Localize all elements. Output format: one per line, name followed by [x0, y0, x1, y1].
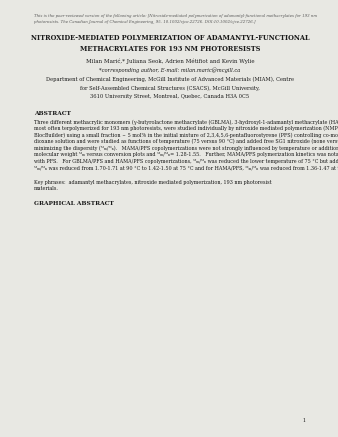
- Text: This is the peer-reviewed version of the following article: [Nitroxide-mediated : This is the peer-reviewed version of the…: [34, 14, 317, 18]
- Text: Department of Chemical Engineering, McGill Institute of Advanced Materials (MIAM: Department of Chemical Engineering, McGi…: [46, 77, 294, 82]
- Text: BlocBuilder) using a small fraction ~ 5 mol% in the initial mixture of 2,3,4,5,6: BlocBuilder) using a small fraction ~ 5 …: [34, 132, 338, 138]
- Text: 3610 University Street, Montreal, Quebec, Canada H3A 0C5: 3610 University Street, Montreal, Quebec…: [90, 94, 249, 99]
- Text: molecular weight ᴹₘ versus conversion plots and ᴹₘ/ᴹₙ= 1.28-1.55.   Further, MAM: molecular weight ᴹₘ versus conversion pl…: [34, 152, 338, 157]
- Text: *corresponding author, E-mail: milan.maric@mcgill.ca: *corresponding author, E-mail: milan.mar…: [99, 68, 240, 73]
- Text: ᴹₘ/ᴹₙ was reduced from 1.70-1.71 at 90 °C to 1.42-1.50 at 75 °C and for HAMA/PFS: ᴹₘ/ᴹₙ was reduced from 1.70-1.71 at 90 °…: [34, 165, 338, 170]
- Text: ABSTRACT: ABSTRACT: [34, 111, 71, 116]
- Text: Three different methacrylic monomers (γ-butyrolactone methacrylate (GBLMA), 3-hy: Three different methacrylic monomers (γ-…: [34, 119, 338, 125]
- Text: METHACRYLATES FOR 193 NM PHOTORESISTS: METHACRYLATES FOR 193 NM PHOTORESISTS: [80, 45, 260, 53]
- Text: dioxane solution and were studied as functions of temperature (75 versus 90 °C) : dioxane solution and were studied as fun…: [34, 139, 338, 144]
- Text: for Self-Assembled Chemical Structures (CSACS), McGill University,: for Self-Assembled Chemical Structures (…: [80, 85, 260, 90]
- Text: materials.: materials.: [34, 186, 59, 191]
- Text: Milan Marić,* Juliana Seok, Adrien Métifiot and Kevin Wylie: Milan Marić,* Juliana Seok, Adrien Métif…: [86, 58, 254, 64]
- Text: NITROXIDE-MEDIATED POLYMERIZATION OF ADAMANTYL-FUNCTIONAL: NITROXIDE-MEDIATED POLYMERIZATION OF ADA…: [30, 34, 309, 42]
- Text: most often terpolymerized for 193 nm photoresists, were studied individually by : most often terpolymerized for 193 nm pho…: [34, 126, 338, 131]
- Text: photoresists. The Canadian Journal of Chemical Engineering, 95. 10.1002/cjce.227: photoresists. The Canadian Journal of Ch…: [34, 20, 256, 24]
- Text: Key phrases:  adamantyl methacrylates, nitroxide mediated polymerization, 193 nm: Key phrases: adamantyl methacrylates, ni…: [34, 180, 272, 184]
- Text: GRAPHICAL ABSTRACT: GRAPHICAL ABSTRACT: [34, 201, 114, 206]
- Text: minimizing the dispersity (ᴹₘ/ᴹₙ).   MAMA/PFS copolymerizations were not strongl: minimizing the dispersity (ᴹₘ/ᴹₙ). MAMA/…: [34, 146, 338, 151]
- Text: with PFS.   For GBLMA/PFS and HAMA/PFS copolymerizations, ᴹₘ/ᴹₙ was reduced the : with PFS. For GBLMA/PFS and HAMA/PFS cop…: [34, 159, 338, 164]
- Text: 1: 1: [302, 418, 306, 423]
